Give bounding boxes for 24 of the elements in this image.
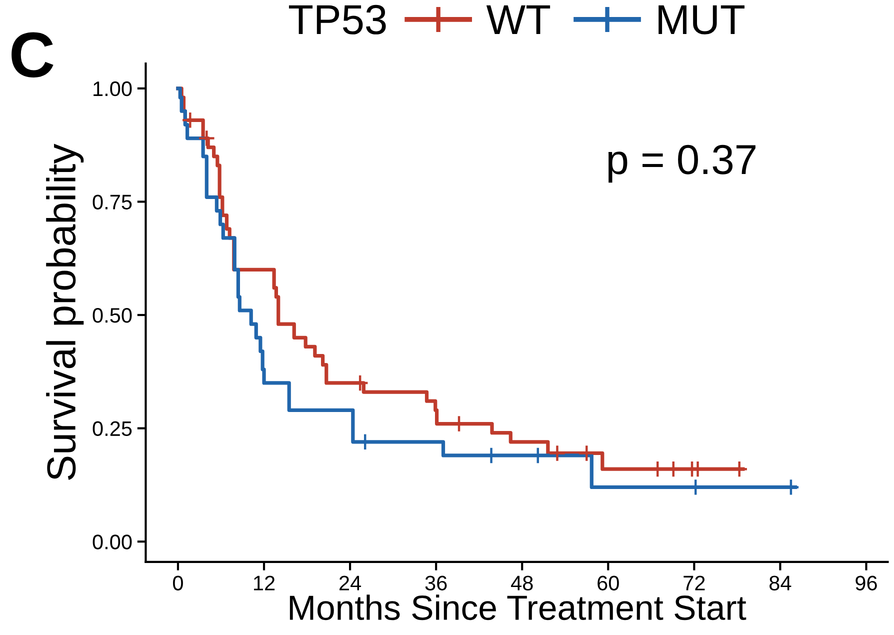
y-axis-title: Survival probability [46, 144, 84, 480]
y-tick-label: 1.00 [94, 81, 132, 96]
y-tick-label: 0.50 [92, 308, 132, 323]
y-tick-label: 0.25 [92, 421, 132, 436]
x-tick-label: 12 [254, 576, 275, 590]
point [578, 444, 596, 462]
x-tick-label: 60 [598, 576, 619, 590]
legend-label: WT [486, 5, 550, 34]
point [198, 130, 216, 147]
x-tick-label: 24 [340, 576, 362, 590]
x-axis-title: Months Since Treatment Start [290, 594, 746, 620]
legend-title: TP53 [288, 4, 386, 34]
text: C [12, 32, 54, 78]
y-tick-label: 0.00 [92, 534, 132, 550]
legend-label: MUT [658, 5, 744, 34]
x-tick-label: 48 [511, 576, 533, 590]
x-tick-label: 72 [684, 576, 705, 590]
y-tick-label: 0.75 [92, 194, 132, 210]
x-tick-label: 84 [770, 576, 792, 590]
annotation: p = 0.37 [608, 144, 756, 183]
x-tick-label: 36 [425, 576, 447, 590]
point [548, 444, 566, 462]
x-tick-label: 0 [173, 576, 183, 590]
x-tick-label: 96 [856, 576, 877, 590]
